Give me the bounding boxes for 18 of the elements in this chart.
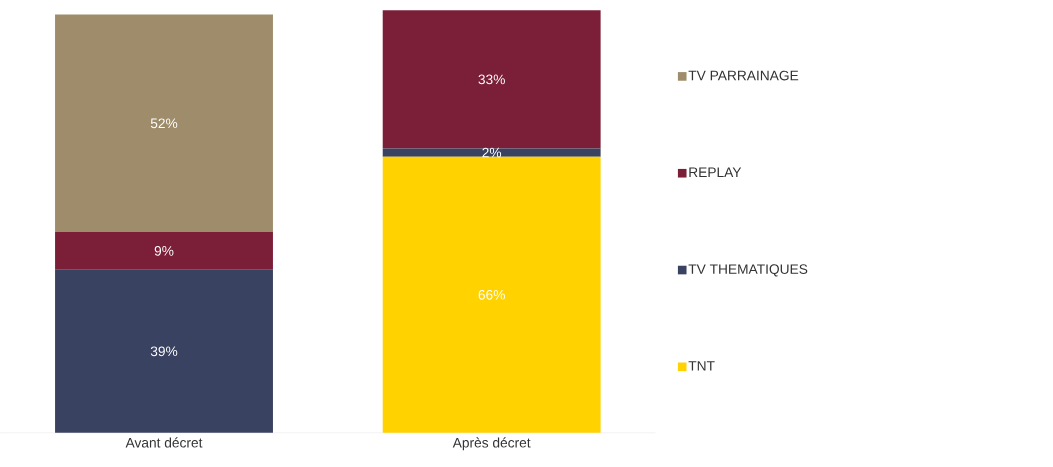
bar <box>55 231 273 270</box>
data-label: 66% <box>478 289 505 300</box>
legend-label: REPLAY <box>689 167 742 177</box>
data-label: 9% <box>154 245 174 256</box>
data-label: 2% <box>482 147 502 158</box>
data-label: 33% <box>478 74 505 85</box>
legend-label: TNT <box>688 360 715 371</box>
legend-label: TV PARRAINAGE <box>688 70 799 81</box>
x-tick-label: Avant décret <box>125 437 203 448</box>
legend-label: TV THEMATIQUES <box>688 264 808 277</box>
bar <box>382 10 601 149</box>
x-tick-label: Après décret <box>452 437 531 451</box>
bar <box>382 148 601 157</box>
bar <box>382 156 601 433</box>
bar <box>55 14 273 232</box>
bar <box>55 269 273 433</box>
data-label: 52% <box>150 118 178 128</box>
data-label: 39% <box>150 346 178 356</box>
